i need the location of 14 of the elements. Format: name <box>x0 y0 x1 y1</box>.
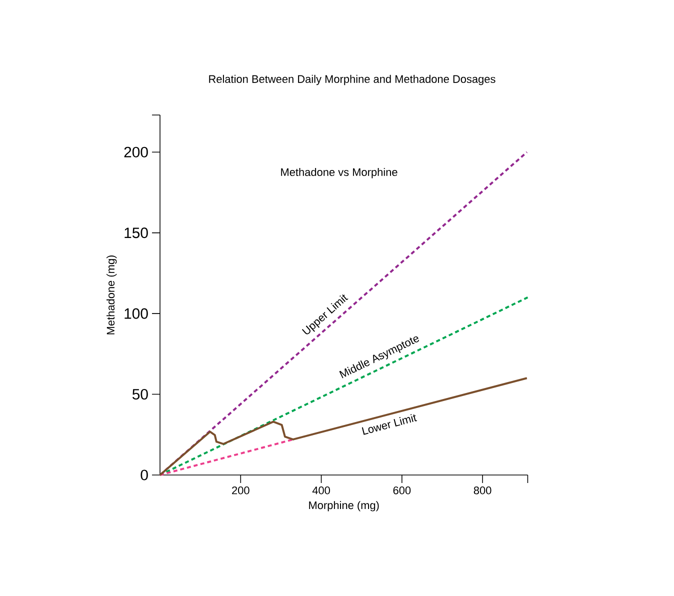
x-tick-label: 400 <box>312 486 330 494</box>
x-tick-label: 600 <box>393 486 411 494</box>
y-tick-label: 0 <box>140 470 148 480</box>
x-tick-label: 800 <box>474 486 492 494</box>
text: Lower Limit <box>362 414 417 435</box>
chart-title: Relation Between Daily Morphine and Methadone Dosages <box>209 74 496 86</box>
x-tick-label: 200 <box>232 486 250 494</box>
y-axis-title: Methadone (mg) <box>106 255 117 334</box>
annotation: Methadone vs Morphine <box>281 168 398 178</box>
y-tick-label: 150 <box>124 228 148 238</box>
y-tick-label: 100 <box>124 308 148 319</box>
x-axis-title: Morphine (mg) <box>309 501 379 512</box>
y-tick-label: 200 <box>124 146 148 158</box>
y-tick-label: 50 <box>132 388 148 400</box>
